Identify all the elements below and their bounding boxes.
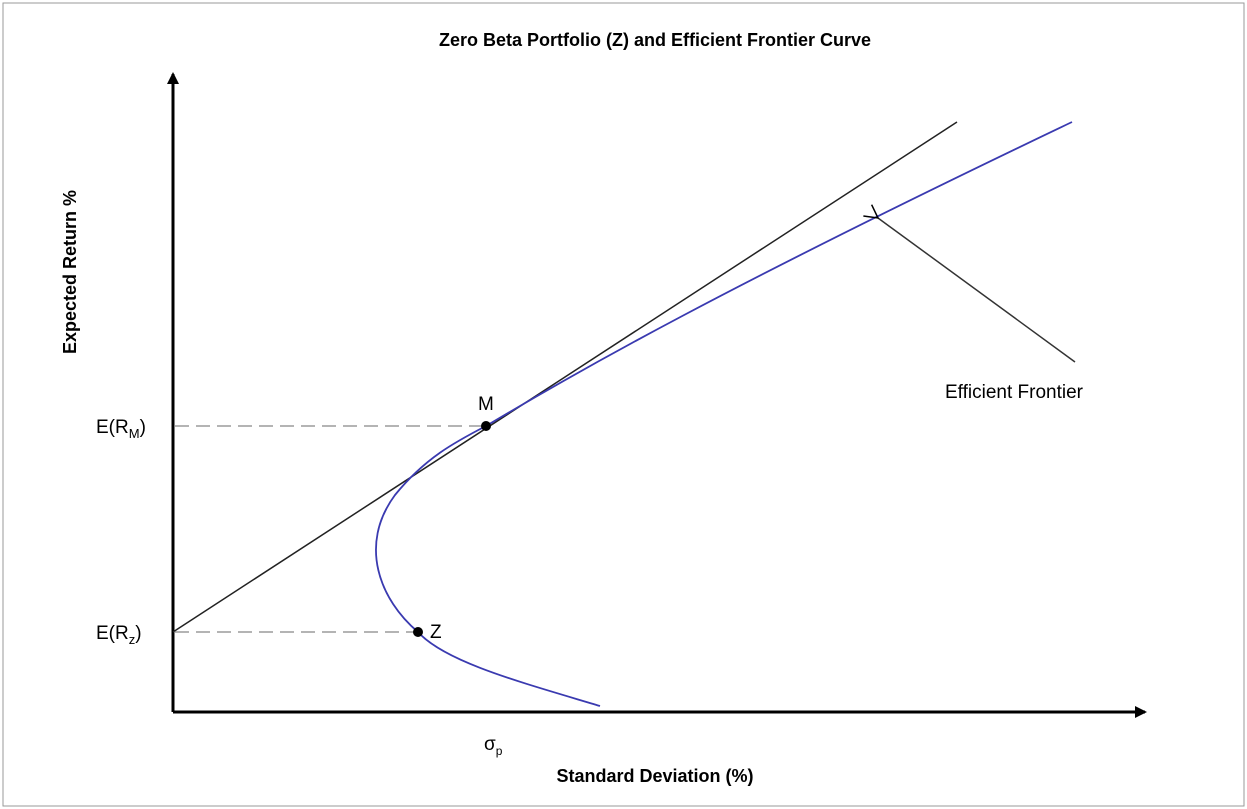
y-marker-close: ) — [135, 623, 141, 644]
x-marker: σp — [484, 734, 503, 758]
point-label: M — [478, 394, 494, 415]
point-label: Z — [430, 622, 442, 643]
y-marker: E(RM) — [96, 417, 146, 441]
x-marker-text: σ — [484, 734, 496, 755]
y-axis-label: Expected Return % — [60, 190, 80, 354]
x-marker-sub: p — [496, 744, 503, 758]
point-z — [413, 627, 423, 637]
title: Zero Beta Portfolio (Z) and Efficient Fr… — [439, 30, 871, 50]
point-m — [481, 421, 491, 431]
y-marker-sub: z — [129, 632, 136, 647]
annotation-arrow — [878, 218, 1076, 363]
y-marker-text: E(R — [96, 623, 129, 644]
y-marker-sub: M — [129, 426, 140, 441]
y-marker: E(Rz) — [96, 623, 142, 647]
x-axis-label: Standard Deviation (%) — [556, 766, 753, 786]
annotation: Efficient Frontier — [945, 382, 1084, 403]
y-marker-text: E(R — [96, 417, 129, 438]
tangent-line — [172, 121, 958, 633]
efficient-frontier — [375, 121, 1073, 707]
y-marker-close: ) — [140, 417, 146, 438]
